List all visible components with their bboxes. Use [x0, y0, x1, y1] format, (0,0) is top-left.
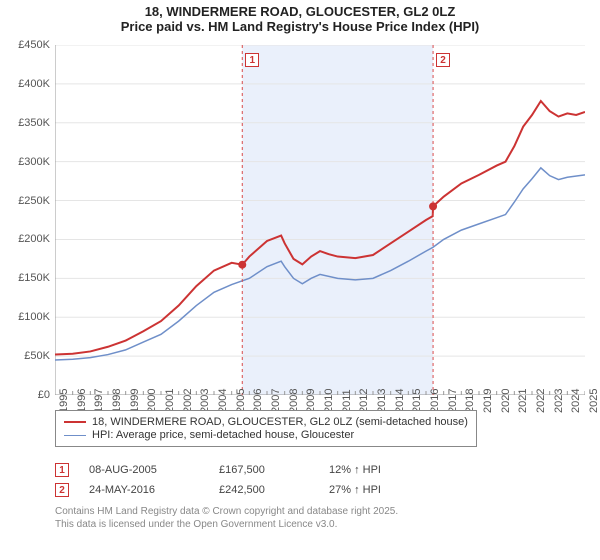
sales-table: 108-AUG-2005£167,50012% ↑ HPI224-MAY-201… [55, 460, 585, 500]
y-tick-label: £100K [5, 311, 50, 323]
y-tick-label: £300K [5, 156, 50, 168]
chart-area: £0£50K£100K£150K£200K£250K£300K£350K£400… [55, 45, 585, 395]
legend-label: 18, WINDERMERE ROAD, GLOUCESTER, GL2 0LZ… [92, 416, 468, 428]
sale-row: 224-MAY-2016£242,50027% ↑ HPI [55, 480, 585, 500]
footnote: Contains HM Land Registry data © Crown c… [55, 505, 585, 531]
sale-price: £167,500 [219, 464, 329, 476]
x-tick-label: 2019 [482, 389, 494, 413]
y-tick-label: £450K [5, 39, 50, 51]
y-tick-label: £0 [5, 389, 50, 401]
x-tick-label: 2023 [553, 389, 565, 413]
legend-label: HPI: Average price, semi-detached house,… [92, 429, 354, 441]
x-tick-label: 2025 [588, 389, 600, 413]
sale-marker-1: 1 [245, 53, 259, 67]
sale-date: 08-AUG-2005 [69, 464, 219, 476]
sale-diff: 12% ↑ HPI [329, 464, 439, 476]
y-tick-label: £150K [5, 272, 50, 284]
legend-swatch [64, 435, 86, 436]
plot-svg [55, 45, 585, 395]
x-tick-label: 2021 [517, 389, 529, 413]
sale-row-marker: 1 [55, 463, 69, 477]
sale-row-marker: 2 [55, 483, 69, 497]
title-line2: Price paid vs. HM Land Registry's House … [0, 19, 600, 34]
footnote-line2: This data is licensed under the Open Gov… [55, 518, 585, 531]
legend-item: HPI: Average price, semi-detached house,… [64, 429, 468, 441]
sale-date: 24-MAY-2016 [69, 484, 219, 496]
y-tick-label: £50K [5, 350, 50, 362]
legend: 18, WINDERMERE ROAD, GLOUCESTER, GL2 0LZ… [55, 410, 477, 447]
sale-row: 108-AUG-2005£167,50012% ↑ HPI [55, 460, 585, 480]
legend-item: 18, WINDERMERE ROAD, GLOUCESTER, GL2 0LZ… [64, 416, 468, 428]
x-tick-label: 2024 [570, 389, 582, 413]
y-tick-label: £350K [5, 117, 50, 129]
title-block: 18, WINDERMERE ROAD, GLOUCESTER, GL2 0LZ… [0, 0, 600, 34]
x-tick-label: 2022 [535, 389, 547, 413]
sale-price: £242,500 [219, 484, 329, 496]
x-tick-label: 2020 [500, 389, 512, 413]
y-tick-label: £400K [5, 78, 50, 90]
footnote-line1: Contains HM Land Registry data © Crown c… [55, 505, 585, 518]
sale-marker-2: 2 [436, 53, 450, 67]
chart-container: 18, WINDERMERE ROAD, GLOUCESTER, GL2 0LZ… [0, 0, 600, 560]
title-line1: 18, WINDERMERE ROAD, GLOUCESTER, GL2 0LZ [0, 4, 600, 19]
y-tick-label: £250K [5, 195, 50, 207]
y-tick-label: £200K [5, 233, 50, 245]
sale-diff: 27% ↑ HPI [329, 484, 439, 496]
legend-swatch [64, 421, 86, 423]
